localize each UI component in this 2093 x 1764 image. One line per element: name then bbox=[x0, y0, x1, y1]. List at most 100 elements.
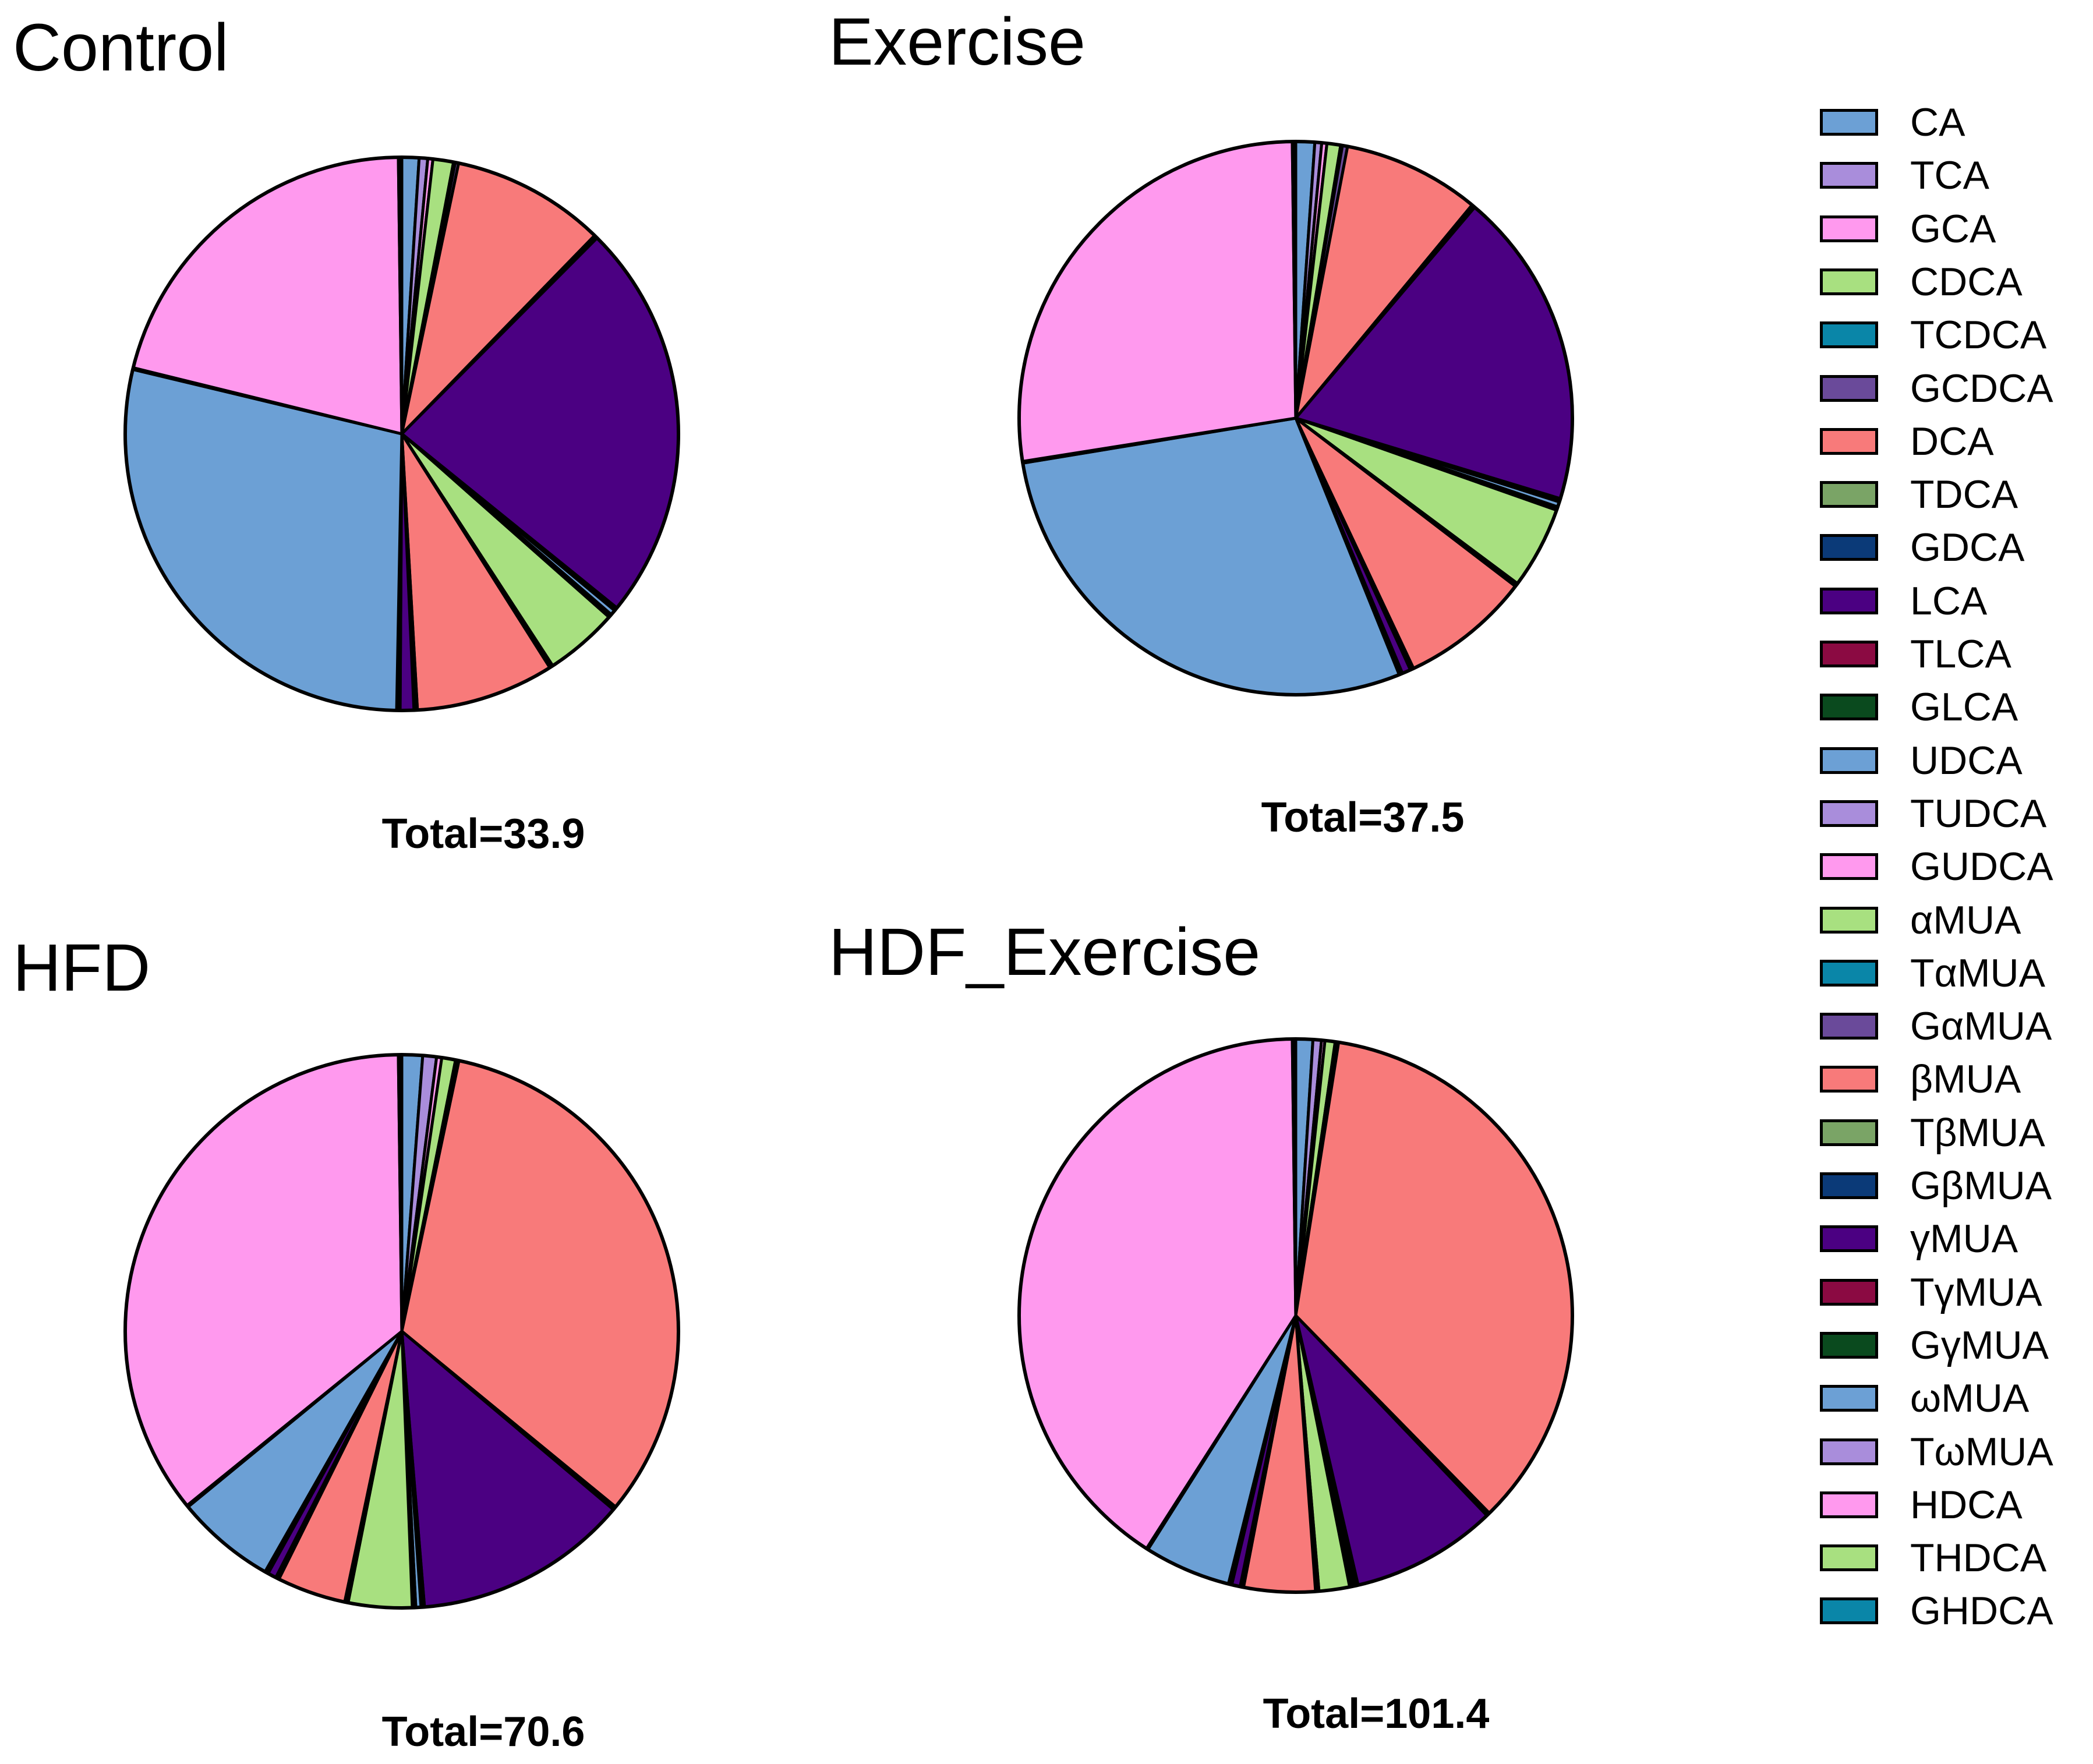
legend-label: TCA bbox=[1910, 153, 1989, 198]
legend-label: LCA bbox=[1910, 578, 1988, 623]
legend-label: HDCA bbox=[1910, 1482, 2023, 1527]
legend-swatch bbox=[1820, 906, 1878, 934]
panel-title-hdf-exercise: HDF_Exercise bbox=[829, 915, 1261, 989]
legend-item-tgammamua: TγMUA bbox=[1820, 1270, 2042, 1314]
legend-label: GLCA bbox=[1910, 685, 2018, 730]
legend-swatch bbox=[1820, 1225, 1878, 1253]
legend-label: GCA bbox=[1910, 206, 1996, 251]
legend-label: αMUA bbox=[1910, 897, 2021, 942]
legend-item-gdca: GDCA bbox=[1820, 525, 2025, 570]
legend-swatch bbox=[1820, 268, 1878, 295]
legend-item-glca: GLCA bbox=[1820, 685, 2018, 730]
legend-swatch bbox=[1820, 427, 1878, 455]
pie-chart-hfd bbox=[123, 1053, 680, 1610]
legend-label: DCA bbox=[1910, 419, 1994, 464]
legend-swatch bbox=[1820, 1119, 1878, 1146]
legend-swatch bbox=[1820, 800, 1878, 827]
legend-swatch bbox=[1820, 747, 1878, 774]
panel-title-control: Control bbox=[13, 10, 229, 85]
legend-label: GγMUA bbox=[1910, 1323, 2049, 1367]
legend-swatch bbox=[1820, 1066, 1878, 1093]
legend-swatch bbox=[1820, 162, 1878, 189]
legend-swatch bbox=[1820, 641, 1878, 667]
legend-swatch bbox=[1820, 1385, 1878, 1412]
legend-swatch bbox=[1820, 109, 1878, 136]
legend-label: TUDCA bbox=[1910, 791, 2047, 836]
legend-item-betamua: βMUA bbox=[1820, 1057, 2021, 1102]
legend-swatch bbox=[1820, 1544, 1878, 1572]
legend-item-galphamua: GαMUA bbox=[1820, 1004, 2052, 1049]
legend-item-tcdca: TCDCA bbox=[1820, 313, 2047, 358]
legend-label: GDCA bbox=[1910, 525, 2025, 570]
legend-item-tudca: TUDCA bbox=[1820, 791, 2047, 836]
legend-swatch bbox=[1820, 587, 1878, 614]
legend-item-hdca: HDCA bbox=[1820, 1482, 2023, 1527]
legend-label: βMUA bbox=[1910, 1057, 2021, 1102]
legend-item-tbetamua: TβMUA bbox=[1820, 1110, 2045, 1155]
legend-swatch bbox=[1820, 534, 1878, 561]
legend-label: γMUA bbox=[1910, 1217, 2018, 1261]
legend-label: TLCA bbox=[1910, 632, 2011, 676]
legend-item-ca: CA bbox=[1820, 100, 1965, 144]
legend-item-gudca: GUDCA bbox=[1820, 844, 2053, 889]
legend-swatch bbox=[1820, 1597, 1878, 1625]
legend-item-gammamua: γMUA bbox=[1820, 1217, 2018, 1261]
legend-item-tomegamua: TωMUA bbox=[1820, 1432, 2053, 1472]
legend-swatch bbox=[1820, 481, 1878, 508]
total-label-hfd: Total=70.6 bbox=[381, 1709, 585, 1755]
total-label-hdf-exercise: Total=101.4 bbox=[1263, 1691, 1490, 1737]
panel-title-hfd: HFD bbox=[13, 931, 151, 1005]
legend-item-udca: UDCA bbox=[1820, 738, 2023, 783]
panel-title-exercise: Exercise bbox=[829, 5, 1086, 79]
legend-item-omegamua: ωMUA bbox=[1820, 1376, 2030, 1421]
pie-slice-ghdca bbox=[398, 155, 404, 436]
legend-swatch bbox=[1820, 694, 1878, 721]
legend-label: ωMUA bbox=[1910, 1376, 2030, 1421]
legend-label: UDCA bbox=[1910, 738, 2023, 783]
legend-label: GαMUA bbox=[1910, 1004, 2052, 1049]
pie-outline bbox=[1017, 140, 1574, 697]
legend-swatch bbox=[1820, 959, 1878, 987]
legend-swatch bbox=[1820, 374, 1878, 402]
legend-label: CDCA bbox=[1910, 259, 2023, 304]
legend-label: TγMUA bbox=[1910, 1270, 2042, 1314]
legend-item-ggammamua: GγMUA bbox=[1820, 1323, 2049, 1367]
pie-outline bbox=[123, 1053, 680, 1610]
pie-slice-ghdca bbox=[398, 1053, 404, 1333]
total-label-exercise: Total=37.5 bbox=[1261, 794, 1465, 841]
legend-item-gbetamua: GβMUA bbox=[1820, 1164, 2052, 1208]
pie-slice-ghdca bbox=[1292, 1037, 1297, 1317]
legend-swatch bbox=[1820, 1438, 1878, 1465]
legend-label: CA bbox=[1910, 100, 1965, 144]
pie-slice-hdca bbox=[1017, 140, 1297, 463]
legend-item-tlca: TLCA bbox=[1820, 632, 2011, 676]
pie-slice-ghdca bbox=[1292, 140, 1297, 420]
legend-label: GUDCA bbox=[1910, 844, 2053, 889]
legend-item-talphamua: TαMUA bbox=[1820, 950, 2045, 995]
legend-item-alphamua: αMUA bbox=[1820, 897, 2021, 942]
legend-swatch bbox=[1820, 1491, 1878, 1518]
legend-item-tca: TCA bbox=[1820, 153, 1989, 198]
legend-label: TDCA bbox=[1910, 472, 2018, 517]
pie-outline bbox=[123, 155, 680, 712]
pie-chart-exercise bbox=[1017, 140, 1574, 697]
legend-label: TαMUA bbox=[1910, 950, 2045, 995]
legend-label: GHDCA bbox=[1910, 1589, 2053, 1634]
legend-swatch bbox=[1820, 1278, 1878, 1306]
legend-label: TβMUA bbox=[1910, 1110, 2045, 1155]
legend-label: GβMUA bbox=[1910, 1164, 2052, 1208]
legend-label: GCDCA bbox=[1910, 366, 2053, 411]
legend-item-thdca: THDCA bbox=[1820, 1536, 2047, 1581]
legend-swatch bbox=[1820, 321, 1878, 349]
legend-label: THDCA bbox=[1910, 1536, 2047, 1581]
legend-label: TCDCA bbox=[1910, 313, 2047, 358]
legend-swatch bbox=[1820, 1013, 1878, 1040]
legend-swatch bbox=[1820, 853, 1878, 881]
legend-item-ghdca: GHDCA bbox=[1820, 1589, 2053, 1634]
pie-chart-hdf-exercise bbox=[1017, 1037, 1574, 1594]
legend-item-lca: LCA bbox=[1820, 578, 1988, 623]
pie-outline bbox=[1017, 1037, 1574, 1594]
total-label-control: Total=33.9 bbox=[381, 811, 585, 857]
legend-item-gcdca: GCDCA bbox=[1820, 366, 2053, 411]
